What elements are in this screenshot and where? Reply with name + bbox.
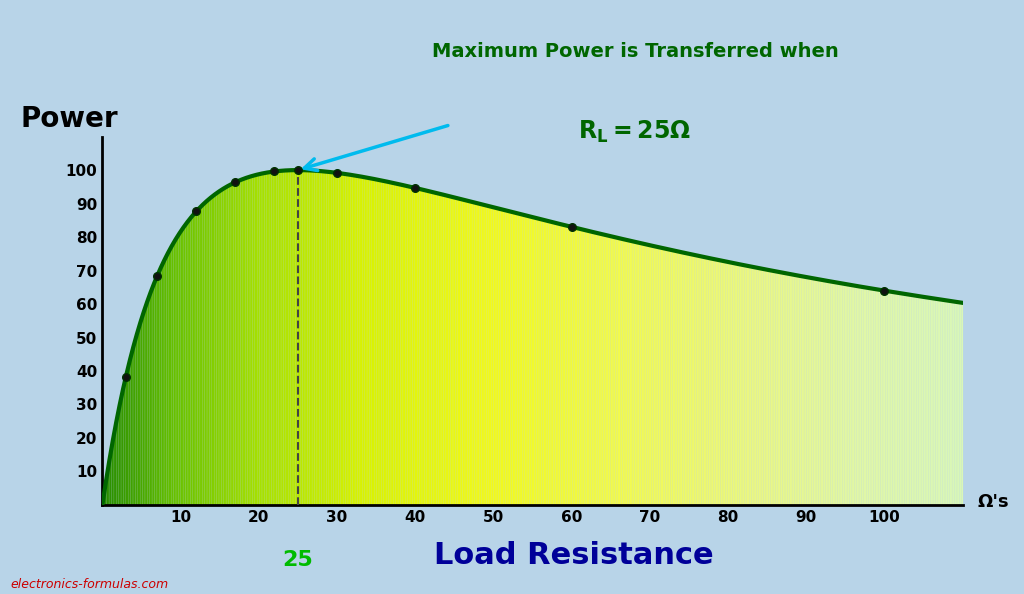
Text: electronics-formulas.com: electronics-formulas.com: [10, 578, 168, 591]
Text: 25: 25: [283, 550, 313, 570]
Text: Load Resistance: Load Resistance: [433, 541, 714, 570]
Text: Maximum Power is Transferred when: Maximum Power is Transferred when: [431, 42, 839, 61]
Text: $\mathbf{R_L = 25\Omega}$: $\mathbf{R_L = 25\Omega}$: [579, 119, 691, 145]
Text: Ω's: Ω's: [978, 493, 1010, 511]
Text: Power: Power: [20, 105, 118, 133]
